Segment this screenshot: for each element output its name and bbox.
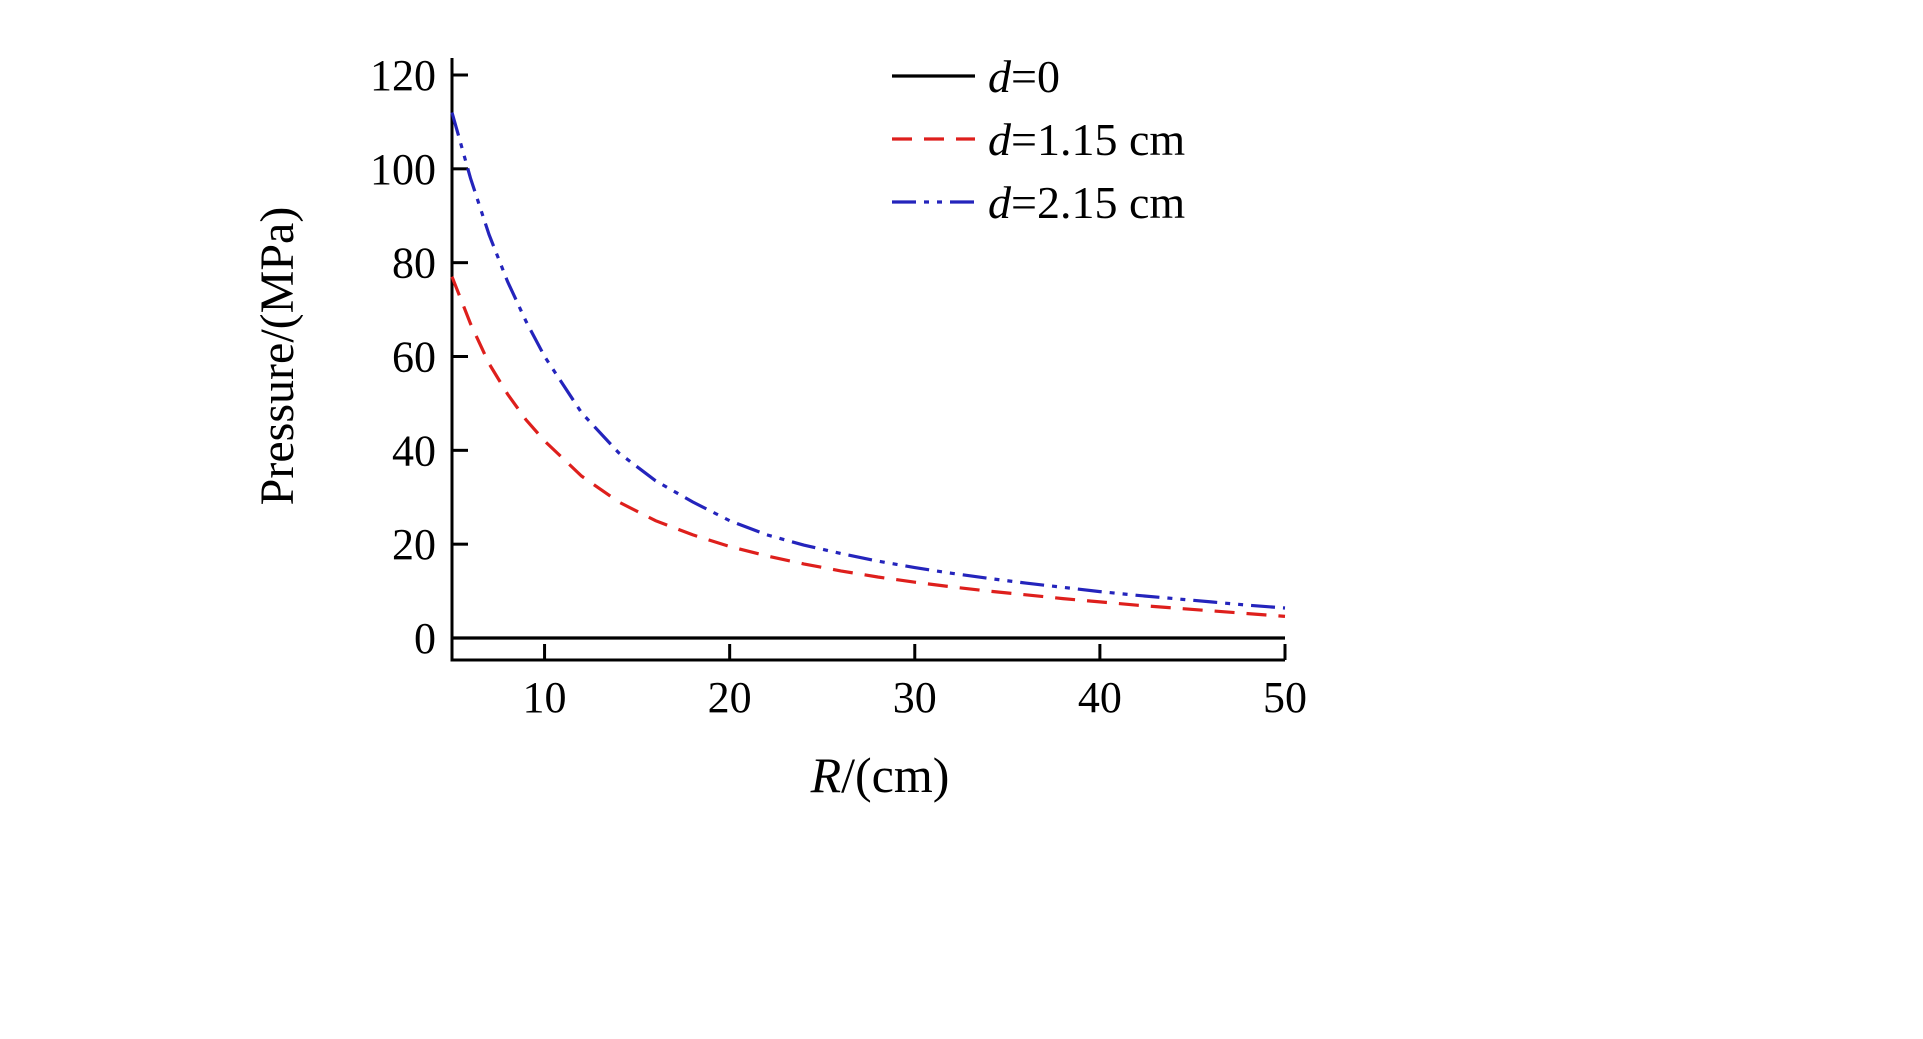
y-tick-label: 80: [392, 239, 436, 288]
y-tick-label: 100: [370, 145, 436, 194]
axis-ticks: [452, 73, 1287, 660]
x-tick-label: 40: [1078, 673, 1122, 722]
y-tick-label: 20: [392, 520, 436, 569]
y-axis-label: Pressure/(MPa): [251, 207, 304, 506]
x-tick-label: 10: [523, 673, 567, 722]
tick-labels: 0 20 40 60 80 100 120 10 20 30 40 50: [370, 51, 1307, 722]
legend: d=0 d=1.15 cm d=2.15 cm: [892, 51, 1185, 228]
series-lines: [450, 112, 1286, 640]
y-tick-label: 40: [392, 426, 436, 475]
x-tick-label: 20: [708, 673, 752, 722]
y-tick-label: 60: [392, 333, 436, 382]
x-tick-label: 50: [1263, 673, 1307, 722]
y-tick-label: 0: [414, 614, 436, 663]
legend-label-2: d=2.15 cm: [988, 177, 1185, 228]
axes: [450, 58, 1285, 662]
y-tick-label: 120: [370, 51, 436, 100]
x-tick-label: 30: [893, 673, 937, 722]
series-line-1: [450, 276, 1286, 618]
legend-label-0: d=0: [988, 51, 1060, 102]
x-axis-label: R/(cm): [810, 747, 950, 803]
legend-label-1: d=1.15 cm: [988, 114, 1185, 165]
